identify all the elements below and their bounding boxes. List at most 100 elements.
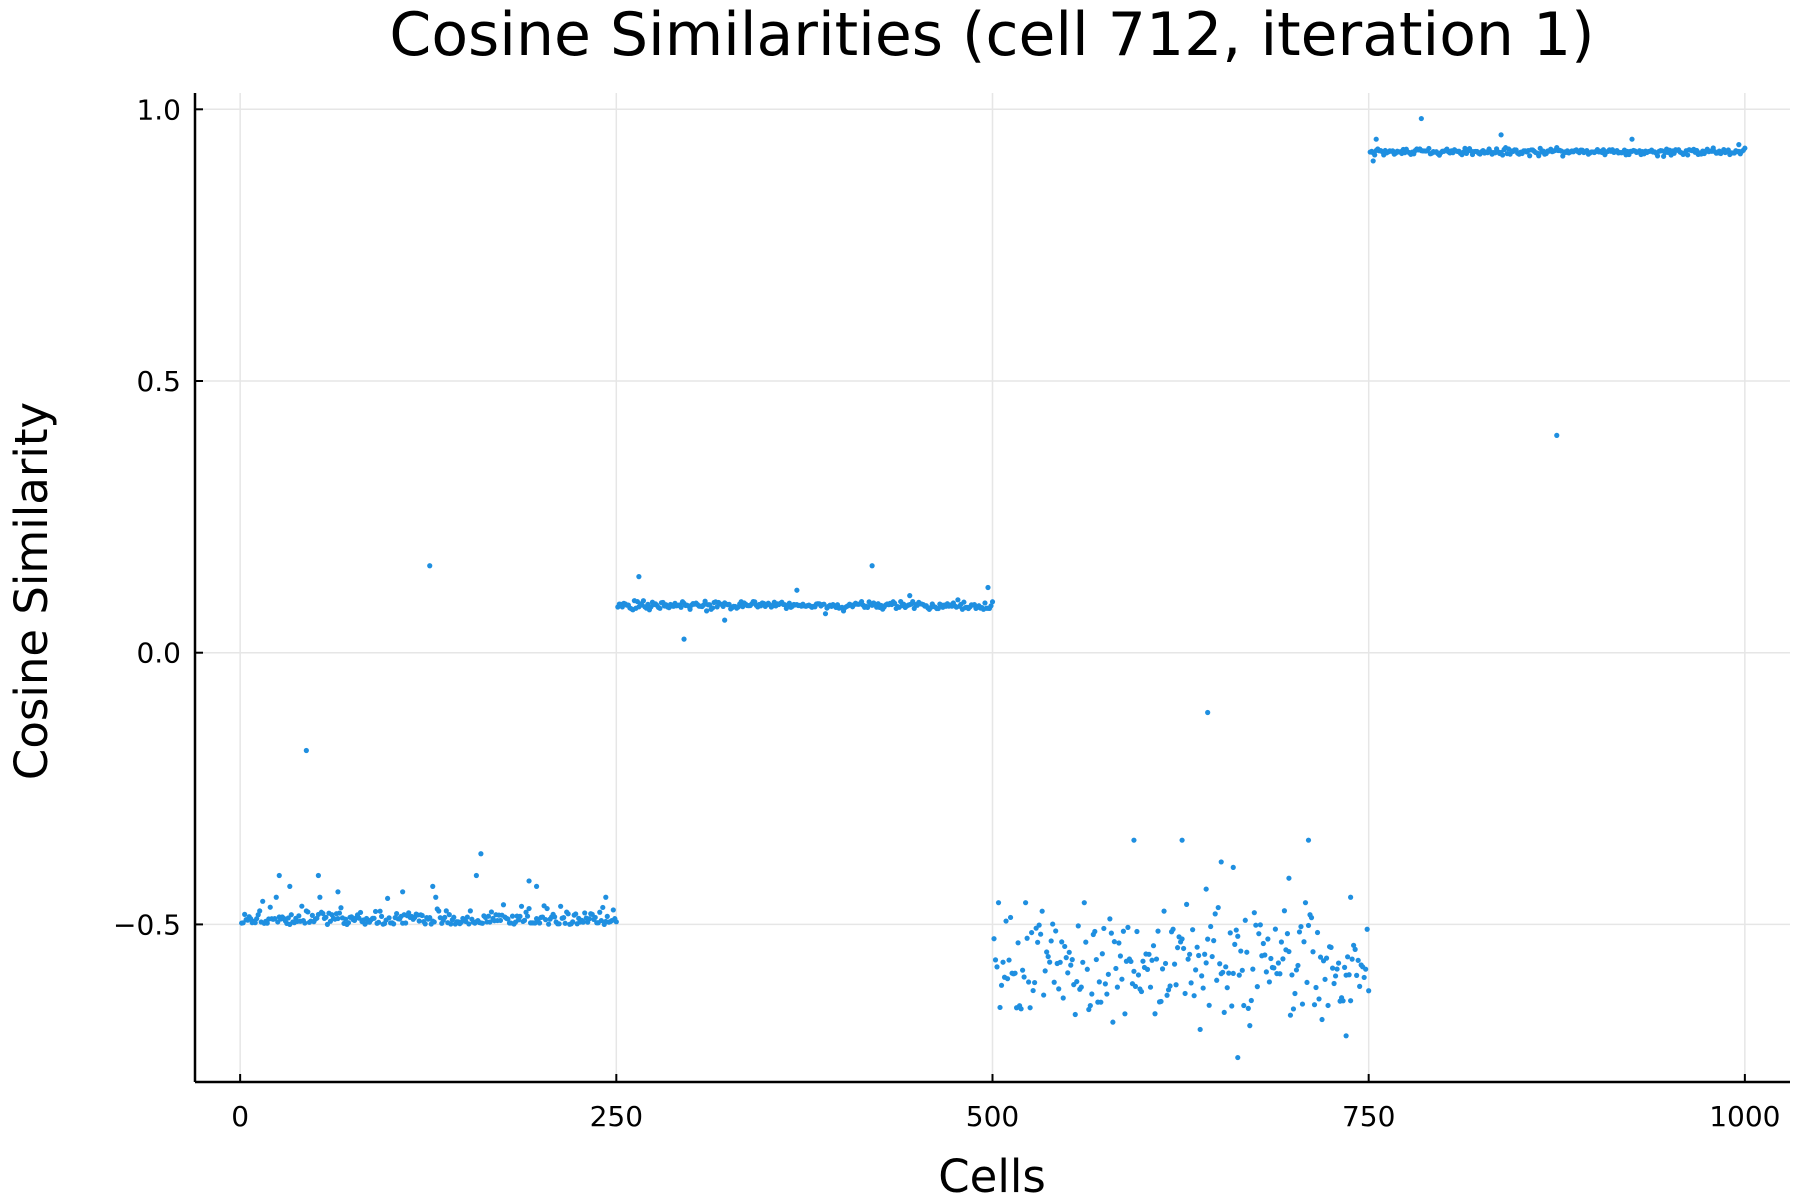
scatter-point (509, 913, 516, 919)
scatter-point (702, 598, 708, 604)
scatter-point (1197, 1026, 1203, 1033)
scatter-point (1065, 970, 1071, 976)
scatter-point (1242, 917, 1248, 923)
grid (195, 93, 1790, 1082)
scatter-point (433, 894, 439, 900)
scatter-point (303, 747, 309, 754)
scatter-point (1063, 955, 1069, 961)
scatter-point (822, 611, 829, 617)
scatter-point (1354, 972, 1360, 979)
scatter-point (1105, 971, 1111, 977)
scatter-point (267, 904, 273, 910)
scatter-point (597, 909, 603, 915)
scatter-point (586, 916, 592, 922)
scatter-point (1253, 922, 1259, 928)
scatter-point (257, 908, 263, 914)
scatter-point (1149, 957, 1155, 963)
scatter-point (391, 921, 397, 927)
scatter-point (536, 920, 543, 926)
scatter-point (1323, 955, 1330, 961)
scatter-point (400, 889, 406, 895)
scatter-point (992, 957, 999, 963)
scatter-point (1232, 941, 1238, 947)
scatter-point (252, 920, 258, 926)
scatter-point (1348, 894, 1354, 900)
scatter-point (1164, 992, 1170, 998)
scatter-point (1056, 986, 1062, 992)
scatter-point (419, 912, 425, 919)
scatter-point (1132, 983, 1139, 989)
scatter-point (1287, 1012, 1294, 1018)
scatter-point (1047, 959, 1053, 965)
scatter-point (1271, 965, 1277, 971)
scatter-point (1000, 959, 1006, 965)
scatter-point (582, 910, 588, 916)
scatter-point (1075, 923, 1081, 929)
scatter-point (1235, 933, 1241, 939)
scatter-point (1084, 966, 1090, 972)
scatter-point (1238, 948, 1244, 954)
scatter-point (1214, 977, 1220, 983)
scatter-point (604, 913, 610, 919)
scatter-point (1182, 990, 1188, 997)
scatter-point (1373, 136, 1379, 142)
scatter-point (1221, 1009, 1227, 1016)
scatter-point (1045, 953, 1051, 960)
scatter-point (988, 603, 994, 609)
scatter-point (1193, 967, 1199, 973)
scatter-point (573, 911, 579, 917)
scatter-point (1131, 968, 1137, 974)
scatter-point (505, 916, 511, 922)
x-tick-label: 750 (1342, 1100, 1395, 1133)
scatter-point (561, 915, 567, 921)
scatter-point (464, 914, 470, 920)
scatter-point (1366, 988, 1372, 994)
scatter-point (1265, 936, 1271, 942)
scatter-point (406, 910, 412, 916)
scatter-point (1301, 939, 1307, 945)
scatter-point (1426, 145, 1432, 152)
scatter-point (1220, 969, 1226, 975)
scatter-point (1554, 432, 1560, 438)
scatter-point (518, 903, 525, 909)
scatter-point (416, 918, 422, 924)
scatter-point (1120, 928, 1127, 934)
scatter-point (869, 563, 875, 569)
scatter-point (640, 598, 647, 604)
scatter-point (323, 914, 329, 920)
scatter-point (1527, 153, 1533, 159)
scatter-point (1352, 946, 1358, 952)
scatter-point (1026, 979, 1032, 985)
scatter-point (305, 909, 311, 915)
scatter-point (592, 914, 598, 921)
scatter-point (264, 920, 270, 926)
scatter-point (1038, 931, 1044, 937)
scatter-point (1024, 935, 1030, 941)
scatter-point (1108, 930, 1114, 936)
y-axis-title: Cosine Similarity (5, 402, 58, 780)
scatter-point (1041, 992, 1047, 998)
scatter-point (556, 921, 562, 927)
scatter-point (562, 920, 568, 926)
scatter-point (1314, 929, 1321, 936)
scatter-point (1654, 153, 1661, 159)
scatter-point (1140, 958, 1146, 964)
scatter-point (1032, 979, 1038, 986)
y-tick-label: 0.5 (136, 365, 181, 398)
scatter-point (467, 908, 473, 914)
scatter-point (1074, 978, 1080, 985)
scatter-point (1284, 931, 1291, 937)
scatter-point (302, 920, 308, 926)
scatter-point (687, 606, 693, 612)
scatter-point (1004, 976, 1011, 982)
scatter-point (1260, 940, 1266, 947)
scatter-point (1268, 955, 1274, 962)
scatter-point (1355, 957, 1361, 963)
scatter-point (466, 921, 472, 927)
scatter-point (1372, 152, 1378, 158)
scatter-point (1248, 997, 1254, 1004)
scatter-point (580, 919, 586, 925)
scatter-point (1536, 153, 1542, 159)
scatter-point (1295, 962, 1301, 969)
